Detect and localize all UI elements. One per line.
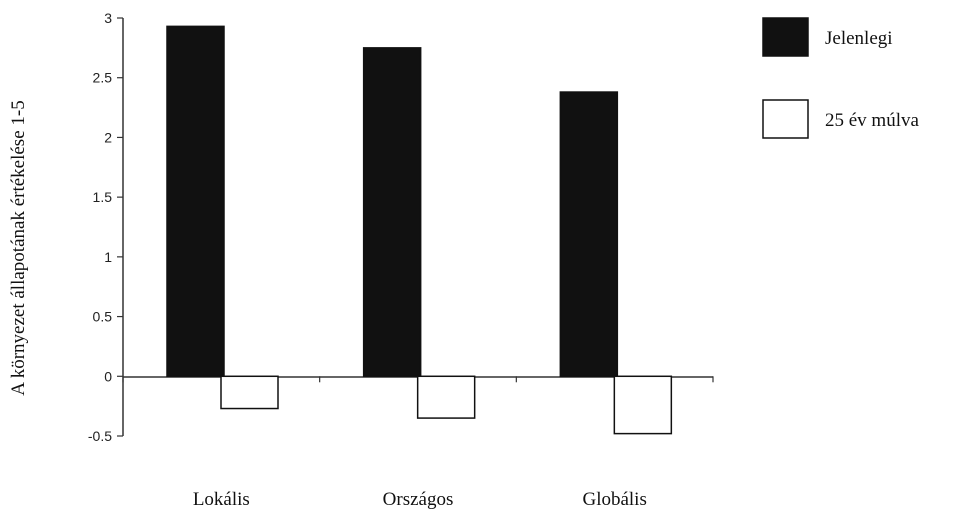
y-tick-label: 0.5 (93, 309, 113, 325)
y-tick-label: 1.5 (93, 189, 113, 205)
y-axis-title: A környezet állapotának értékelése 1-5 (8, 100, 29, 395)
y-tick-label: 3 (104, 10, 112, 26)
category-label: Globális (582, 489, 646, 510)
bar-jelenlegi-1 (362, 47, 422, 378)
y-tick-label: 0 (104, 368, 112, 384)
y-tick-label: 2 (104, 129, 112, 145)
bar-jelenlegi-0 (166, 25, 225, 378)
y-tick-label: 2.5 (93, 70, 113, 86)
legend-label: Jelenlegi (825, 28, 893, 49)
legend-swatch (762, 17, 809, 57)
y-tick-label: -0.5 (88, 428, 112, 444)
bar-25-ev-mulva-2 (613, 375, 673, 435)
category-label: Országos (383, 489, 454, 510)
legend-label: 25 év múlva (825, 110, 919, 131)
y-tick-label: 1 (104, 249, 112, 265)
bar-25-ev-mulva-0 (220, 375, 279, 410)
bar-jelenlegi-2 (559, 91, 619, 378)
legend-swatch (762, 99, 809, 139)
bar-25-ev-mulva-1 (416, 375, 476, 419)
category-label: Lokális (193, 489, 250, 510)
